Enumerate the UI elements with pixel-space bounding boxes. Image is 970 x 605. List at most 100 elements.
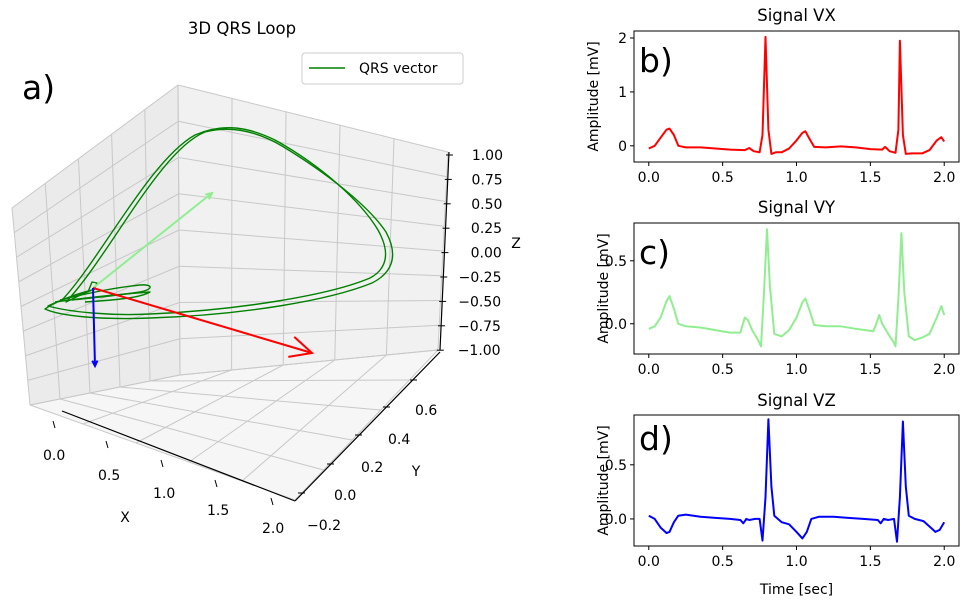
y-vector-arrow-shaft bbox=[92, 192, 213, 289]
axes-3d bbox=[61, 151, 450, 502]
xlabel-3d: X bbox=[120, 510, 130, 526]
x-tick-label: 0.5 bbox=[712, 554, 734, 570]
grid-line-z bbox=[178, 157, 446, 202]
panel-a-3d-qrs-loop: 3D QRS Loop a) 0.0 0.5 1.0 1.5 2.0 −0.2 0.0 0.2… bbox=[11, 19, 521, 537]
grid-line-y bbox=[59, 398, 324, 471]
grid-line-x bbox=[29, 374, 181, 406]
z-tick-label-3d: −0.75 bbox=[458, 319, 501, 335]
panel-d-signal-vz: Signal VZd)0.0 0.5 1.0 1.5 2.00.00.5Amplitud… bbox=[596, 391, 960, 598]
y-tick-label: 1 bbox=[618, 85, 627, 101]
x-tick-label-3d: 1.5 bbox=[207, 503, 229, 519]
y-axis-label: Amplitude [mV] bbox=[596, 425, 612, 535]
grid-line-z bbox=[23, 265, 180, 332]
z-tick-label-3d: 0.50 bbox=[471, 197, 502, 213]
grid-line-y bbox=[77, 158, 91, 394]
z-vector-arrow-shaft bbox=[92, 287, 96, 367]
x-tick-mark-3d bbox=[214, 479, 218, 488]
grid-line-x bbox=[188, 359, 336, 463]
x-tick-label: 0.5 bbox=[712, 170, 734, 186]
x-tick-mark-3d bbox=[160, 459, 164, 468]
x-vector-arrow-head bbox=[288, 336, 315, 358]
z-tick-label-3d: 0.75 bbox=[472, 172, 503, 188]
grid-line-x bbox=[385, 138, 395, 356]
qrs-loop-trace bbox=[54, 291, 151, 303]
y-tick-label-3d: 0.0 bbox=[334, 488, 356, 504]
x-axis-line bbox=[61, 410, 296, 502]
grid-line-y bbox=[111, 134, 121, 388]
panel-label: b) bbox=[639, 41, 673, 80]
grid-line-x bbox=[241, 354, 387, 482]
grid-line-y bbox=[177, 84, 181, 376]
z-tick-label-3d: 0.25 bbox=[471, 221, 502, 237]
x-tick-label: 2.0 bbox=[933, 362, 955, 378]
grid-line-x bbox=[135, 364, 284, 444]
y-tick-label-3d: −0.2 bbox=[307, 518, 341, 534]
y-tick-label: 0.0 bbox=[605, 512, 627, 528]
grid-line-z bbox=[178, 229, 444, 252]
grid-line-x bbox=[294, 349, 439, 501]
x-tick-label: 0.0 bbox=[638, 170, 660, 186]
grid-line-z bbox=[177, 84, 449, 153]
y-vector-arrow-head bbox=[204, 191, 214, 200]
panel-title: Signal VX bbox=[757, 6, 836, 25]
legend-label-qrs: QRS vector bbox=[359, 61, 438, 77]
grid-line-y bbox=[44, 183, 61, 400]
grid-line-x bbox=[82, 369, 232, 425]
x-tick-label: 0.0 bbox=[638, 554, 660, 570]
y-axis-label: Amplitude [mV] bbox=[586, 41, 602, 151]
zlabel-3d: Z bbox=[511, 236, 521, 252]
x-tick-label: 1.5 bbox=[859, 554, 881, 570]
vector-arrows bbox=[91, 191, 315, 369]
grid-line-z bbox=[20, 229, 180, 307]
x-tick-label: 2.0 bbox=[933, 170, 955, 186]
y-axis-label: Amplitude [mV] bbox=[596, 233, 612, 343]
grid-line-x bbox=[334, 125, 341, 361]
x-tick-label-3d: 2.0 bbox=[262, 521, 284, 537]
z-tick-label-3d: 1.00 bbox=[472, 148, 503, 164]
y-tick-label: 2 bbox=[618, 31, 627, 47]
x-vector-arrow-shaft bbox=[92, 287, 313, 354]
panel-c-signal-vy: Signal VYc)0.0 0.5 1.0 1.5 2.00.00.5Amplitud… bbox=[596, 198, 960, 378]
x-tick-label: 1.0 bbox=[785, 170, 807, 186]
x-tick-label: 0.0 bbox=[638, 362, 660, 378]
panel-b-signal-vx: Signal VX b) 0.0 0.5 1.0 1.5 2.0 0 1 2 Amplitude [… bbox=[586, 6, 960, 186]
grid-3d bbox=[11, 84, 449, 501]
qrs-loop-series bbox=[44, 126, 394, 320]
z-axis-line bbox=[439, 151, 450, 351]
x-tick-mark-3d bbox=[270, 497, 274, 506]
grid-line-z bbox=[25, 302, 180, 357]
x-tick-label: 1.0 bbox=[785, 362, 807, 378]
grid-line-x bbox=[282, 111, 287, 366]
x-axis-label: Time [sec] bbox=[759, 582, 833, 598]
grid-line-x bbox=[437, 151, 449, 351]
grid-line-z bbox=[178, 120, 447, 178]
grid-line-z bbox=[18, 193, 179, 283]
z-tick-label-3d: −0.50 bbox=[458, 294, 501, 310]
grid-line-y bbox=[179, 349, 439, 376]
grid-line-z bbox=[179, 300, 441, 303]
grid-line-z bbox=[179, 324, 440, 340]
ylabel-3d: Y bbox=[411, 464, 421, 480]
signal-line bbox=[648, 228, 946, 348]
z-tick-label-3d: −1.00 bbox=[458, 343, 501, 359]
panel-label: d) bbox=[639, 419, 673, 458]
signal-line bbox=[648, 418, 946, 543]
z-vector-arrow bbox=[91, 287, 99, 369]
grid-line-z bbox=[13, 120, 179, 234]
title-3d: 3D QRS Loop bbox=[188, 19, 296, 38]
panel-title: Signal VZ bbox=[757, 391, 836, 410]
z-vector-arrow-head bbox=[91, 360, 99, 369]
grid-line-z bbox=[16, 157, 179, 258]
grid-line-z bbox=[11, 84, 179, 209]
panel-title: Signal VY bbox=[758, 198, 836, 217]
pane-back bbox=[178, 85, 448, 375]
grid-line-y bbox=[89, 392, 353, 441]
pane-floor bbox=[30, 350, 438, 500]
grid-line-y bbox=[119, 386, 381, 411]
z-tick-label-3d: −0.25 bbox=[459, 270, 502, 286]
x-tick-label: 0.5 bbox=[712, 362, 734, 378]
y-tick-label-3d: 0.4 bbox=[388, 432, 410, 448]
y-tick-label-3d: 0.6 bbox=[415, 403, 437, 419]
x-tick-label-3d: 1.0 bbox=[153, 486, 175, 502]
pane-left bbox=[12, 85, 180, 405]
